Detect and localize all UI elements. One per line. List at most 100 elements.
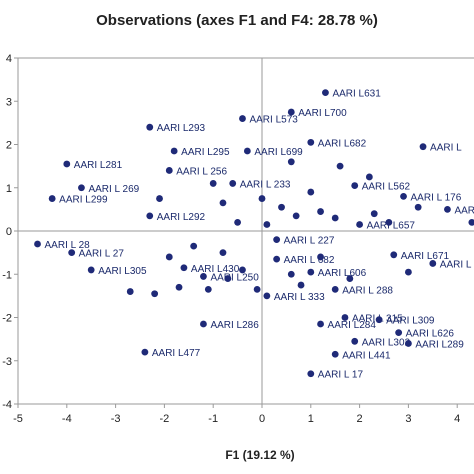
data-point (405, 268, 412, 276)
point-label: AARI L 329 (440, 259, 474, 270)
x-tick-label: -2 (160, 413, 170, 425)
point-label: AARI L284 (328, 320, 377, 331)
data-point (219, 249, 227, 257)
y-tick-label: -3 (2, 356, 12, 368)
point-label: AARI L626 (406, 329, 455, 340)
data-point (351, 182, 359, 189)
data-point (375, 316, 383, 324)
y-tick-label: 4 (6, 53, 12, 65)
data-point (419, 143, 427, 151)
point-label: AARI L302 (362, 337, 411, 348)
data-point (370, 210, 378, 218)
data-point (239, 115, 246, 122)
data-point (297, 281, 305, 289)
data-point (151, 290, 159, 298)
point-label: AARI L 682 (284, 255, 335, 266)
y-tick-label: -1 (2, 269, 12, 281)
data-point (78, 184, 85, 192)
point-label: AARI L699 (254, 147, 303, 158)
point-label: AARI L 17 (318, 370, 364, 381)
data-point (331, 214, 339, 222)
data-point (126, 288, 134, 295)
data-point (385, 218, 393, 226)
data-point (287, 270, 295, 278)
data-point (273, 255, 281, 263)
point-label: AARI L286 (210, 320, 259, 331)
x-tick-label: 3 (405, 413, 411, 425)
data-point (287, 108, 295, 116)
point-label: AARI L441 (342, 350, 391, 361)
x-tick-label: -3 (111, 413, 121, 425)
chart-title: Observations (axes F1 and F4: 28.78 %) (96, 12, 378, 29)
point-label: AARI L671 (401, 251, 450, 262)
point-label: AARI L 28 (45, 240, 91, 251)
point-label: AARI L606 (318, 268, 367, 279)
data-point (365, 173, 373, 181)
data-point (200, 273, 207, 280)
point-label: AARI L281 (74, 160, 123, 171)
data-point (141, 348, 149, 356)
x-axis-title: F1 (19.12 %) (225, 448, 295, 462)
data-point (307, 188, 315, 196)
x-tick-label: -1 (208, 413, 218, 425)
point-label: AARI L309 (386, 316, 435, 327)
point-label: AARI L (430, 143, 462, 154)
point-label: AARI L250 (210, 272, 259, 283)
data-point (322, 89, 329, 96)
point-label: AARI L631 (332, 89, 381, 100)
data-point (239, 266, 246, 274)
data-point (395, 329, 403, 337)
data-point (146, 123, 154, 131)
point-label: AARI L573 (249, 115, 298, 126)
data-point (405, 340, 412, 347)
data-point (400, 193, 407, 200)
data-point (48, 195, 56, 202)
data-point (175, 283, 183, 291)
point-label: AARI L 93 (454, 205, 474, 216)
data-point (258, 195, 266, 202)
data-point (224, 275, 232, 282)
point-label: AARI L295 (181, 147, 230, 158)
point-label: AARI L289 (415, 339, 464, 350)
data-point (287, 158, 295, 166)
data-point (429, 260, 437, 267)
y-tick-label: 2 (6, 140, 12, 152)
data-point (317, 208, 324, 215)
data-point (165, 253, 173, 261)
data-point (200, 320, 207, 328)
y-tick-label: -2 (2, 313, 12, 325)
data-point (307, 138, 315, 146)
point-label: AARI L682 (318, 138, 367, 149)
point-label: AARI L 176 (411, 192, 462, 203)
data-point (390, 251, 398, 259)
data-point (351, 337, 359, 345)
data-point (468, 218, 474, 226)
point-label: AARI L292 (157, 212, 206, 223)
x-tick-label: 4 (454, 413, 460, 425)
data-point (263, 292, 271, 300)
point-label: AARI L477 (152, 348, 201, 359)
data-point (331, 285, 339, 293)
point-label: AARI L 27 (79, 249, 125, 260)
data-point (307, 268, 315, 276)
data-point (234, 218, 242, 226)
data-point (292, 212, 300, 220)
point-label: AARI L562 (362, 182, 411, 193)
data-point (356, 221, 363, 228)
y-tick-label: 3 (6, 96, 12, 108)
point-label: AARI L700 (298, 108, 347, 119)
point-label: AARI L 233 (240, 179, 291, 190)
data-point (219, 199, 227, 207)
point-label: AARI L 333 (274, 292, 325, 303)
point-label: AARI L293 (157, 123, 206, 134)
data-point (63, 160, 71, 168)
point-label: AARI L 269 (88, 184, 139, 195)
data-point (273, 236, 281, 244)
y-tick-label: -4 (2, 399, 12, 411)
data-point (317, 253, 324, 261)
x-tick-label: 2 (357, 413, 363, 425)
point-label: AARI L 288 (342, 285, 393, 296)
data-point (263, 221, 271, 228)
point-label: AARI L 227 (284, 236, 335, 247)
